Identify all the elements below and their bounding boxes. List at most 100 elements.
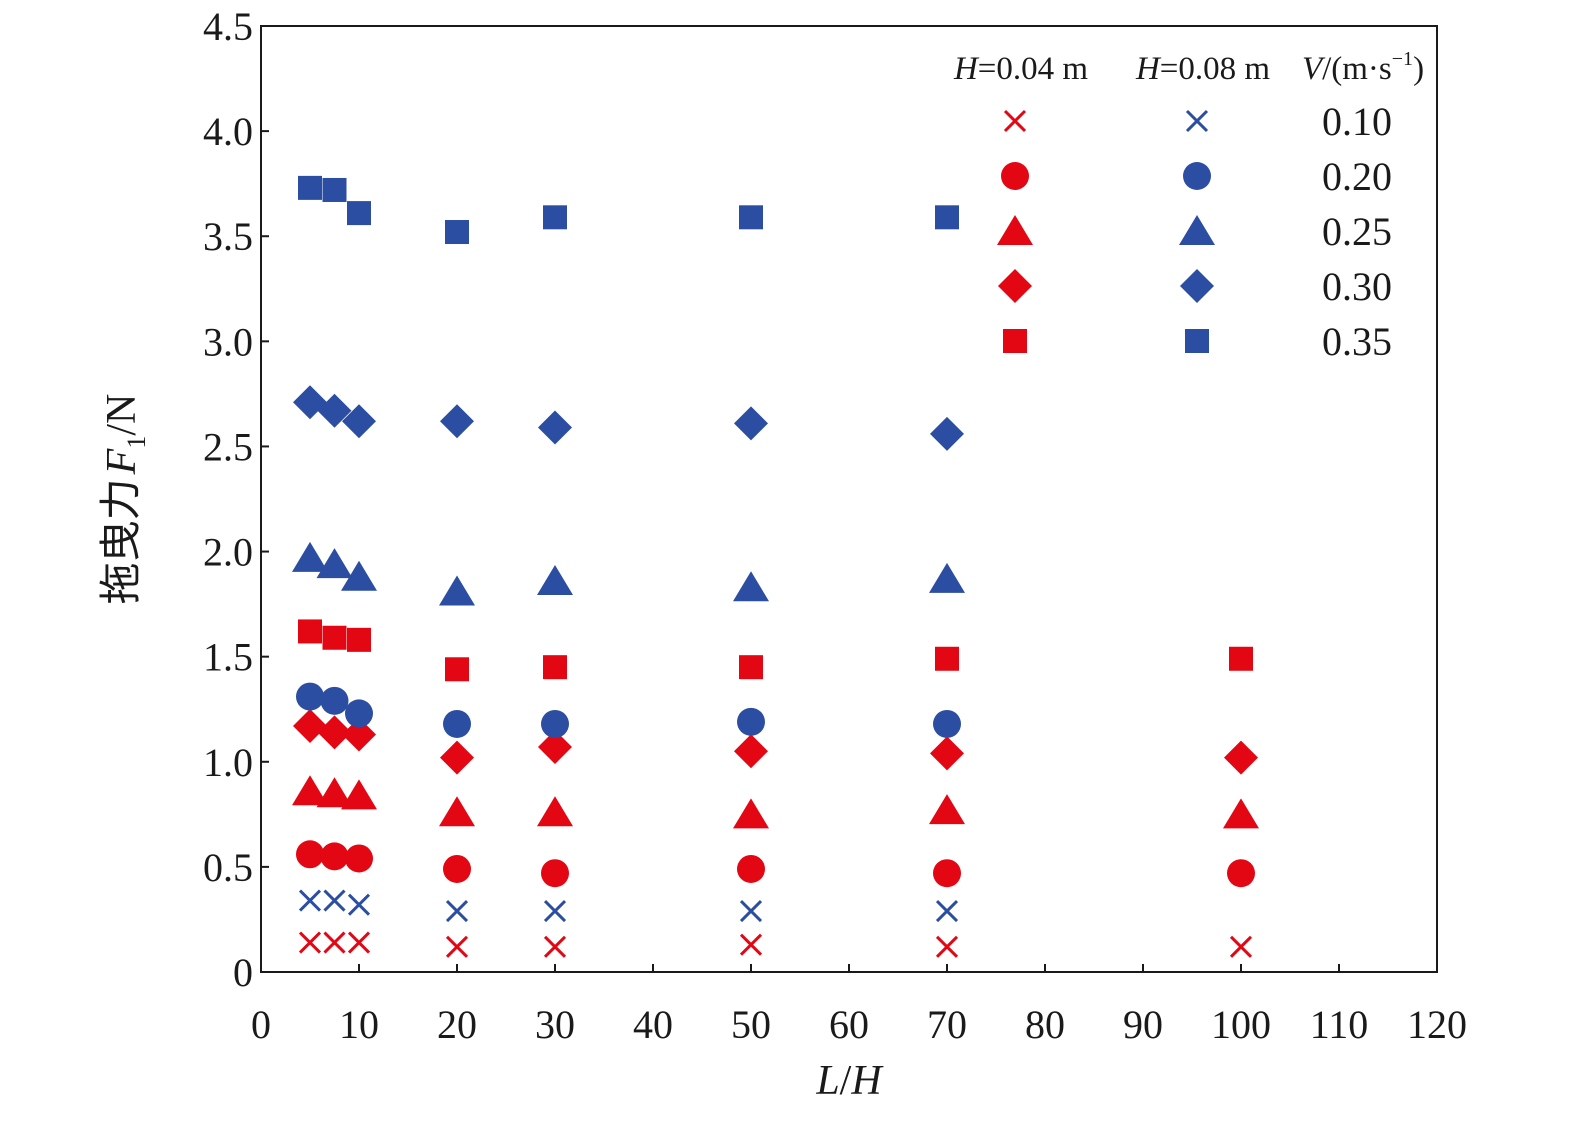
- point-H0.08-V0.35-square: [347, 201, 371, 226]
- point-H0.04-V0.30-diamond: [930, 736, 964, 771]
- point-H0.08-V0.10-cross: [445, 899, 469, 923]
- point-H0.04-V0.35-square: [1229, 646, 1253, 671]
- y-tick-label: 3.5: [203, 214, 253, 259]
- x-tick-label: 50: [731, 1002, 771, 1047]
- legend-marker-H0.08-cross: [1185, 109, 1209, 133]
- point-H0.08-V0.25-triangle: [292, 541, 328, 572]
- x-tick-label: 120: [1407, 1002, 1467, 1047]
- y-tick-label: 4.5: [203, 4, 253, 49]
- point-H0.08-V0.25-triangle: [733, 571, 769, 602]
- legend-header-tail: ): [1413, 51, 1424, 87]
- point-H0.04-V0.10-cross: [1229, 935, 1253, 958]
- point-H0.08-V0.10-cross: [543, 899, 567, 923]
- point-H0.08-V0.30-diamond: [440, 404, 474, 439]
- x-tick-label: 40: [633, 1002, 673, 1047]
- point-H0.04-V0.20-circle: [320, 842, 349, 871]
- point-H0.08-V0.25-triangle: [439, 575, 475, 606]
- point-H0.04-V0.25-triangle: [1223, 798, 1259, 829]
- legend-velocity-label: 0.20: [1322, 154, 1392, 199]
- point-H0.04-V0.20-circle: [296, 840, 324, 869]
- legend-header-text: =0.08 m: [1160, 51, 1271, 87]
- x-tick-label: 10: [339, 1002, 379, 1047]
- point-H0.08-V0.25-triangle: [929, 562, 965, 593]
- point-H0.04-V0.10-cross: [935, 935, 959, 958]
- legend-marker-H0.04-diamond: [998, 269, 1032, 303]
- point-H0.04-V0.35-square: [298, 619, 322, 644]
- point-H0.08-V0.20-circle: [443, 709, 471, 738]
- point-H0.04-V0.35-square: [347, 627, 371, 652]
- point-H0.08-V0.30-diamond: [734, 406, 768, 441]
- legend-marker-H0.04-circle: [1001, 162, 1029, 190]
- point-H0.04-V0.30-diamond: [440, 740, 474, 775]
- legend-header-sup: −1: [1392, 48, 1413, 70]
- legend-header-text: /(m·s: [1322, 51, 1392, 87]
- point-H0.08-V0.30-diamond: [538, 410, 572, 445]
- point-H0.08-V0.30-diamond: [317, 393, 352, 428]
- point-H0.08-V0.35-square: [322, 177, 347, 202]
- y-axis-title-symbol: F: [99, 448, 145, 475]
- point-H0.08-V0.20-circle: [933, 709, 961, 738]
- plot-frame: [260, 25, 1438, 973]
- point-H0.08-V0.20-circle: [737, 707, 765, 736]
- x-tick-label: 70: [927, 1002, 967, 1047]
- point-H0.08-V0.35-square: [445, 220, 469, 245]
- point-H0.04-V0.35-square: [322, 625, 347, 650]
- legend-marker-H0.04-square: [1003, 329, 1027, 353]
- x-tick-label: 100: [1211, 1002, 1271, 1047]
- point-H0.04-V0.25-triangle: [341, 779, 377, 810]
- data-points: [292, 175, 1259, 958]
- legend-marker-H0.08-square: [1185, 329, 1209, 353]
- y-axis-title-subscript: 1: [122, 436, 151, 449]
- y-tick-label: 1.0: [203, 740, 253, 785]
- point-H0.04-V0.10-cross: [543, 935, 567, 958]
- x-tick-label: 30: [535, 1002, 575, 1047]
- point-H0.04-V0.10-cross: [323, 931, 346, 954]
- point-H0.04-V0.35-square: [739, 655, 763, 680]
- point-H0.08-V0.10-cross: [347, 893, 371, 916]
- point-H0.08-V0.20-circle: [296, 682, 324, 711]
- point-H0.04-V0.25-triangle: [292, 775, 328, 806]
- legend-header-3: V/(m·s−1): [1302, 48, 1424, 87]
- point-H0.04-V0.25-triangle: [537, 796, 573, 827]
- legend-marker-H0.08-triangle: [1179, 215, 1215, 245]
- y-tick-label: 2.0: [203, 530, 253, 575]
- legend-velocity-label: 0.35: [1322, 319, 1392, 364]
- y-tick-label: 4.0: [203, 109, 253, 154]
- legend-header-2: H=0.08 m: [1135, 51, 1270, 87]
- x-axis-title: L/H: [815, 1058, 884, 1104]
- point-H0.08-V0.30-diamond: [930, 416, 964, 451]
- point-H0.08-V0.35-square: [298, 175, 322, 200]
- legend-header-1: H=0.04 m: [953, 51, 1088, 87]
- legend-header-symbol: V: [1302, 51, 1326, 87]
- point-H0.04-V0.10-cross: [347, 931, 371, 954]
- legend-velocity-label: 0.30: [1322, 264, 1392, 309]
- x-tick-label: 80: [1025, 1002, 1065, 1047]
- point-H0.04-V0.25-triangle: [733, 798, 769, 829]
- point-H0.08-V0.20-circle: [541, 709, 569, 738]
- x-axis-title-denominator: H: [850, 1058, 884, 1104]
- point-H0.04-V0.30-diamond: [734, 734, 768, 769]
- point-H0.08-V0.10-cross: [935, 899, 959, 923]
- y-tick-label: 1.5: [203, 635, 253, 680]
- legend-header-symbol: H: [1135, 51, 1162, 87]
- x-tick-label: 0: [251, 1002, 271, 1047]
- legend-header-text: =0.04 m: [978, 51, 1089, 87]
- point-H0.08-V0.10-cross: [739, 899, 763, 923]
- point-H0.08-V0.25-triangle: [316, 548, 353, 579]
- x-tick-label: 60: [829, 1002, 869, 1047]
- point-H0.08-V0.10-cross: [298, 889, 322, 912]
- y-tick-label: 0: [233, 950, 253, 995]
- point-H0.04-V0.10-cross: [298, 931, 322, 954]
- point-H0.04-V0.20-circle: [737, 854, 765, 883]
- point-H0.04-V0.10-cross: [445, 935, 469, 958]
- point-H0.08-V0.25-triangle: [537, 564, 573, 595]
- point-H0.04-V0.20-circle: [1227, 859, 1255, 888]
- point-H0.04-V0.20-circle: [933, 859, 961, 888]
- point-H0.08-V0.30-diamond: [342, 404, 376, 439]
- point-H0.04-V0.10-cross: [739, 933, 763, 956]
- point-H0.08-V0.20-circle: [320, 686, 349, 715]
- x-tick-label: 20: [437, 1002, 477, 1047]
- y-axis-ticks: 0 0.5 1.0 1.5 2.0 2.5 3.0 3.5 4.0 4.5: [203, 4, 269, 995]
- point-H0.08-V0.25-triangle: [341, 560, 377, 591]
